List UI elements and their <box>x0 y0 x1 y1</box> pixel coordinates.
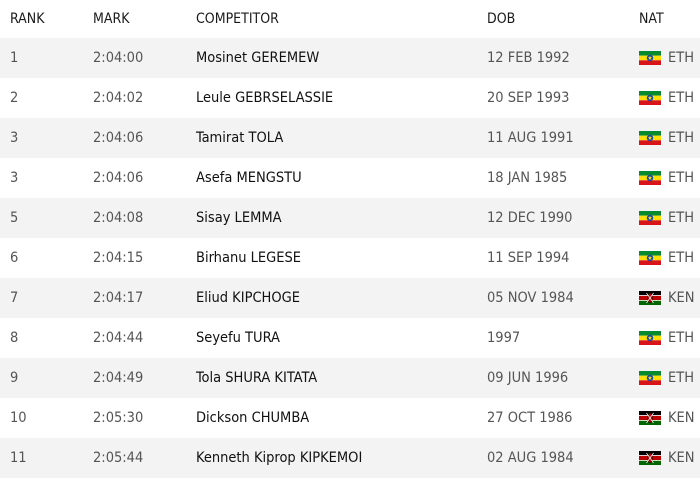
dob-cell: 09 JUN 1996 <box>487 370 569 386</box>
nat-code: KEN <box>668 410 695 426</box>
nat-code: ETH <box>668 250 695 266</box>
rank-cell: 3 <box>10 130 19 146</box>
nat-code: ETH <box>668 210 695 226</box>
competitor-link[interactable]: Leule GEBRSELASSIE <box>196 90 334 106</box>
dob-cell: 12 FEB 1992 <box>487 50 570 66</box>
table-row: 7 2:04:17 Eliud KIPCHOGE 05 NOV 1984 KEN <box>0 278 700 318</box>
nat-code: ETH <box>668 370 695 386</box>
mark-cell: 2:05:44 <box>93 450 144 466</box>
nat-code: ETH <box>668 50 695 66</box>
dob-cell: 11 SEP 1994 <box>487 250 570 266</box>
mark-cell: 2:05:30 <box>93 410 144 426</box>
ethiopia-flag-icon <box>639 171 661 185</box>
nat-cell: ETH <box>639 158 694 198</box>
ethiopia-flag-icon <box>639 131 661 145</box>
mark-cell: 2:04:00 <box>93 50 144 66</box>
nat-cell: ETH <box>639 78 694 118</box>
rank-cell: 2 <box>10 90 19 106</box>
competitor-link[interactable]: Asefa MENGSTU <box>196 170 302 186</box>
dob-cell: 20 SEP 1993 <box>487 90 570 106</box>
rank-cell: 8 <box>10 330 19 346</box>
nat-cell: KEN <box>639 278 695 318</box>
table-row: 1 2:04:00 Mosinet GEREMEW 12 FEB 1992 ETH <box>0 38 700 78</box>
mark-cell: 2:04:15 <box>93 250 144 266</box>
table-row: 6 2:04:15 Birhanu LEGESE 11 SEP 1994 ETH <box>0 238 700 278</box>
ethiopia-flag-icon <box>639 91 661 105</box>
nat-code: ETH <box>668 330 695 346</box>
ethiopia-flag-icon <box>639 51 661 65</box>
ethiopia-flag-icon <box>639 251 661 265</box>
mark-cell: 2:04:08 <box>93 210 144 226</box>
competitor-link[interactable]: Eliud KIPCHOGE <box>196 290 300 306</box>
nat-cell: ETH <box>639 38 694 78</box>
kenya-flag-icon <box>639 451 661 465</box>
competitor-link[interactable]: Mosinet GEREMEW <box>196 50 320 66</box>
nat-code: KEN <box>668 290 695 306</box>
nat-code: KEN <box>668 450 695 466</box>
nat-cell: ETH <box>639 198 694 238</box>
table-header: RANK MARK COMPETITOR DOB NAT <box>0 0 700 38</box>
rank-cell: 5 <box>10 210 19 226</box>
nat-code: ETH <box>668 170 695 186</box>
dob-cell: 12 DEC 1990 <box>487 210 573 226</box>
nat-cell: ETH <box>639 318 694 358</box>
nat-cell: ETH <box>639 118 694 158</box>
mark-cell: 2:04:06 <box>93 130 144 146</box>
competitor-link[interactable]: Tola SHURA KITATA <box>196 370 318 386</box>
rank-cell: 3 <box>10 170 19 186</box>
column-header-dob[interactable]: DOB <box>487 11 516 27</box>
dob-cell: 27 OCT 1986 <box>487 410 573 426</box>
competitor-link[interactable]: Kenneth Kiprop KIPKEMOI <box>196 450 363 466</box>
kenya-flag-icon <box>639 411 661 425</box>
mark-cell: 2:04:02 <box>93 90 144 106</box>
mark-cell: 2:04:49 <box>93 370 144 386</box>
competitor-link[interactable]: Seyefu TURA <box>196 330 280 346</box>
table-row: 11 2:05:44 Kenneth Kiprop KIPKEMOI 02 AUG 1… <box>0 438 700 478</box>
rank-cell: 10 <box>10 410 27 426</box>
column-header-competitor[interactable]: COMPETITOR <box>196 11 279 27</box>
rank-cell: 1 <box>10 50 19 66</box>
rank-cell: 11 <box>10 450 27 466</box>
dob-cell: 11 AUG 1991 <box>487 130 574 146</box>
kenya-flag-icon <box>639 291 661 305</box>
competitor-link[interactable]: Tamirat TOLA <box>196 130 284 146</box>
table-row: 8 2:04:44 Seyefu TURA 1997 ETH <box>0 318 700 358</box>
dob-cell: 1997 <box>487 330 521 346</box>
column-header-mark[interactable]: MARK <box>93 11 130 27</box>
nat-code: ETH <box>668 90 695 106</box>
column-header-rank[interactable]: RANK <box>10 11 45 27</box>
dob-cell: 02 AUG 1984 <box>487 450 574 466</box>
ethiopia-flag-icon <box>639 211 661 225</box>
ethiopia-flag-icon <box>639 331 661 345</box>
nat-cell: KEN <box>639 438 695 478</box>
dob-cell: 18 JAN 1985 <box>487 170 568 186</box>
mark-cell: 2:04:17 <box>93 290 144 306</box>
dob-cell: 05 NOV 1984 <box>487 290 574 306</box>
nat-code: ETH <box>668 130 695 146</box>
column-header-nat[interactable]: NAT <box>639 11 664 27</box>
competitor-link[interactable]: Sisay LEMMA <box>196 210 282 226</box>
competitor-link[interactable]: Birhanu LEGESE <box>196 250 302 266</box>
nat-cell: KEN <box>639 398 695 438</box>
nat-cell: ETH <box>639 358 694 398</box>
table-row: 5 2:04:08 Sisay LEMMA 12 DEC 1990 ETH <box>0 198 700 238</box>
table-row: 10 2:05:30 Dickson CHUMBA 27 OCT 1986 KEN <box>0 398 700 438</box>
table-body: 1 2:04:00 Mosinet GEREMEW 12 FEB 1992 ETH 2 2:… <box>0 38 700 478</box>
competitor-link[interactable]: Dickson CHUMBA <box>196 410 310 426</box>
mark-cell: 2:04:06 <box>93 170 144 186</box>
rank-cell: 6 <box>10 250 19 266</box>
nat-cell: ETH <box>639 238 694 278</box>
mark-cell: 2:04:44 <box>93 330 144 346</box>
table-row: 3 2:04:06 Tamirat TOLA 11 AUG 1991 ETH <box>0 118 700 158</box>
rank-cell: 7 <box>10 290 19 306</box>
table-row: 9 2:04:49 Tola SHURA KITATA 09 JUN 1996 ETH <box>0 358 700 398</box>
table-row: 3 2:04:06 Asefa MENGSTU 18 JAN 1985 ETH <box>0 158 700 198</box>
ethiopia-flag-icon <box>639 371 661 385</box>
rank-cell: 9 <box>10 370 19 386</box>
table-row: 2 2:04:02 Leule GEBRSELASSIE 20 SEP 1993 ETH <box>0 78 700 118</box>
